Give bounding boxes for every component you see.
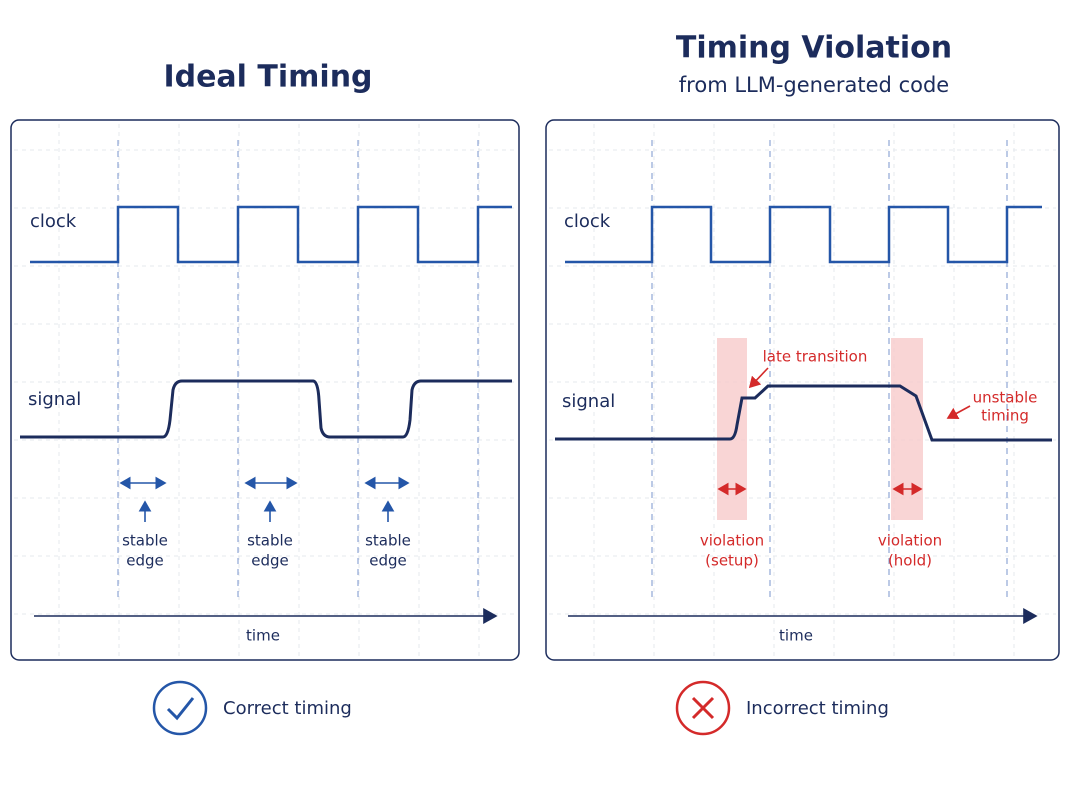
left-panel — [10, 119, 520, 661]
violation-label: (setup) — [705, 552, 759, 570]
violation-label: violation — [878, 532, 942, 550]
signal-label: signal — [28, 389, 81, 410]
annotation: stable — [122, 532, 168, 550]
annotation: stable — [365, 532, 411, 550]
violation-label: (hold) — [888, 552, 932, 570]
cross-icon — [675, 680, 731, 736]
signal-wave — [555, 384, 1052, 442]
annotation: edge — [369, 552, 407, 570]
clock-wave — [565, 205, 1042, 264]
clock-label: clock — [30, 211, 77, 232]
right-title: Timing Violation — [676, 31, 952, 66]
annotation: edge — [251, 552, 289, 570]
check-icon — [152, 680, 208, 736]
left-title: Ideal Timing — [163, 60, 372, 95]
clock-label: clock — [564, 211, 611, 232]
annotation: stable — [247, 532, 293, 550]
callout: late transition — [763, 348, 868, 366]
clock-wave — [30, 205, 512, 264]
annotation: edge — [126, 552, 164, 570]
right-panel — [545, 119, 1060, 661]
stable-arrows — [119, 476, 410, 522]
violation-window — [891, 338, 923, 520]
status: Incorrect timing — [746, 698, 889, 719]
check-mark — [166, 697, 195, 721]
grid — [14, 124, 1056, 656]
cross-mark — [691, 696, 715, 720]
callout: unstable — [973, 389, 1038, 407]
violation-label: violation — [700, 532, 764, 550]
callout: timing — [981, 407, 1029, 425]
status: Correct timing — [223, 698, 352, 719]
signal-label: signal — [562, 391, 615, 412]
axis-label: time — [779, 627, 813, 645]
violation-window — [717, 338, 747, 520]
axis-label: time — [246, 627, 280, 645]
violation-arrows — [717, 367, 971, 496]
signal-wave — [20, 379, 512, 439]
right-subtitle: from LLM-generated code — [679, 73, 949, 97]
